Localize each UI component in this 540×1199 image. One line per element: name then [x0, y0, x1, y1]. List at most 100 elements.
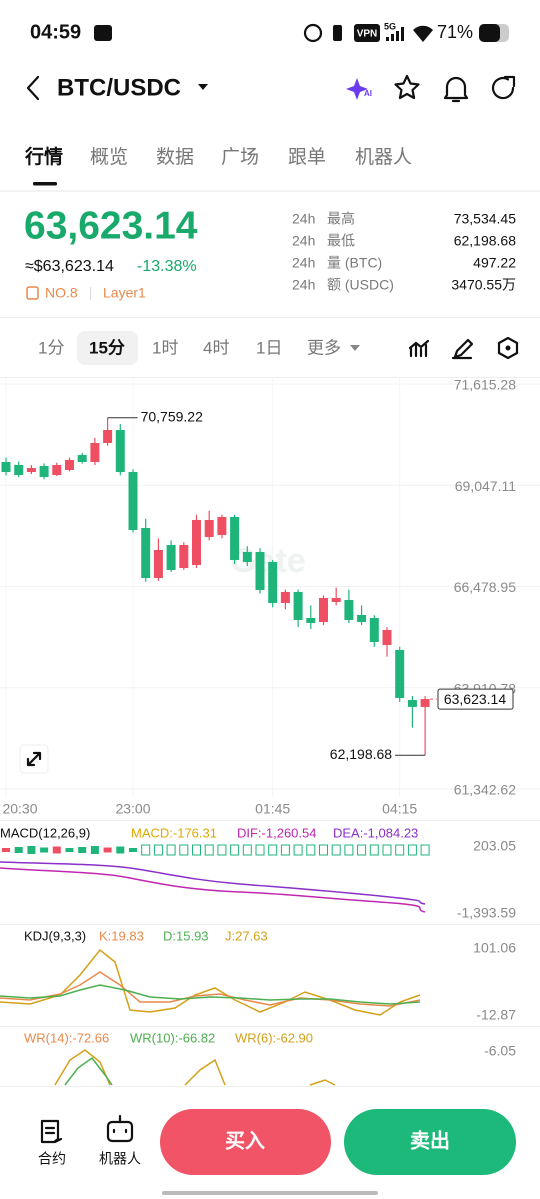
candle-body: [77, 455, 87, 462]
j-line: [0, 948, 421, 1016]
candle-body: [357, 614, 367, 622]
candle-body: [280, 591, 290, 603]
contract-icon[interactable]: [40, 1119, 63, 1144]
share-button[interactable]: [491, 75, 516, 100]
interval-option[interactable]: 4时: [203, 338, 229, 357]
macd-bar: [90, 846, 99, 854]
pair-caret[interactable]: [198, 84, 208, 90]
candle-body: [90, 442, 100, 462]
battery-level: [479, 24, 500, 42]
ai-sparkle[interactable]: [346, 78, 368, 100]
candle-body: [268, 561, 278, 603]
macd-bar: [357, 844, 367, 856]
stats-panel: 24h 最高 73,534.45 24h 最低 62,198.68 24h 量 (BTC) 49…: [292, 211, 516, 293]
sector-tag[interactable]: Layer1: [103, 285, 146, 301]
macd-bar: [166, 844, 176, 856]
candle-body: [39, 466, 49, 477]
network-text: 5G: [384, 21, 396, 31]
macd-bar: [395, 844, 405, 856]
divider: [0, 317, 540, 318]
candle-body: [204, 519, 214, 537]
candle-body: [115, 430, 125, 473]
macd-bar: [204, 844, 214, 856]
last-price-tag: [437, 688, 514, 710]
wr6-readout: WR(6):-62.90: [235, 1030, 313, 1045]
candle-body: [128, 472, 138, 531]
y-tick-label: 71,615.28: [454, 377, 516, 393]
fiat-price: ≈$63,623.14: [25, 258, 114, 275]
pair-title[interactable]: BTC/USDC: [57, 74, 181, 101]
x-tick-label: 20:30: [2, 801, 37, 817]
stat-period: 24h: [292, 211, 315, 227]
interval-option[interactable]: 1时: [152, 338, 178, 357]
macd-histogram: [2, 844, 430, 856]
interval-option[interactable]: 1日: [256, 338, 282, 357]
candle-body: [166, 544, 176, 570]
sell-label[interactable]: 卖出: [410, 1129, 450, 1152]
tab[interactable]: 机器人: [355, 146, 412, 168]
buy-button[interactable]: [160, 1109, 331, 1175]
macd-bar: [420, 844, 430, 856]
candle-body: [103, 430, 113, 443]
interval-bar: 1分 15分 1时 4时 1日 更多: [38, 338, 341, 357]
alert-button[interactable]: [443, 76, 469, 103]
macd-bar: [344, 844, 354, 856]
tab[interactable]: 概览: [90, 146, 128, 168]
j-readout: J:27.63: [225, 928, 268, 943]
chart-grid: 71,615.2869,047.1166,478.9563,910.7861,3…: [0, 377, 540, 817]
dif-readout: DIF:-1,260.54: [237, 825, 317, 840]
stat-period: 24h: [292, 233, 315, 249]
d-readout: D:15.93: [163, 928, 209, 943]
macd-bar: [153, 844, 163, 856]
buy-label[interactable]: 买入: [225, 1129, 265, 1152]
interval-option[interactable]: 1分: [38, 338, 64, 357]
macd-bar: [179, 844, 189, 856]
divider: [0, 924, 540, 925]
expand-icon: [26, 751, 42, 767]
robot-label[interactable]: 机器人: [99, 1151, 141, 1167]
interval-option[interactable]: 15分: [89, 338, 125, 357]
candle-body: [242, 551, 252, 562]
stat-value: 3470.55万: [451, 277, 516, 293]
chart-overlay: 70,759.22 62,198.68 63,623.14: [107, 408, 514, 762]
candle-body: [255, 551, 265, 590]
more-caret[interactable]: [350, 345, 360, 351]
tab-bar: 行情 概览 数据 广场 跟单 机器人: [24, 145, 412, 168]
sell-button[interactable]: [344, 1109, 516, 1175]
status-time: 04:59: [30, 21, 81, 43]
contract-label[interactable]: 合约: [38, 1151, 66, 1167]
settings-button[interactable]: [497, 336, 519, 360]
tab[interactable]: 跟单: [288, 146, 326, 168]
robot-face: [112, 1114, 128, 1134]
macd-bar: [280, 844, 290, 856]
rank-text[interactable]: NO.8: [45, 285, 78, 301]
candle-body: [407, 699, 417, 707]
tab[interactable]: 行情: [24, 145, 63, 168]
macd-bar: [217, 844, 227, 856]
favorite-button[interactable]: [394, 74, 420, 100]
candles: [1, 417, 430, 756]
back-button[interactable]: [26, 75, 40, 101]
macd-bar: [129, 848, 137, 852]
candle-body: [306, 617, 316, 623]
macd-bar: [52, 846, 61, 854]
home-indicator: [162, 1191, 378, 1195]
tab[interactable]: 数据: [156, 146, 194, 168]
indicator-button[interactable]: [408, 339, 430, 358]
stat-period: 24h: [292, 255, 315, 271]
vpn-text: VPN: [357, 29, 378, 40]
macd-name: MACD(12,26,9): [0, 825, 90, 840]
dea-readout: DEA:-1,084.23: [333, 825, 418, 840]
draw-button[interactable]: [451, 338, 474, 360]
last-price-label: 63,623.14: [444, 691, 506, 707]
stat-value: 497.22: [473, 255, 516, 271]
kdj-tick: -12.87: [476, 1007, 516, 1023]
macd-bar: [27, 846, 36, 854]
separator: [90, 287, 91, 300]
macd-bar: [369, 844, 379, 856]
macd-bar: [268, 844, 278, 856]
interval-option[interactable]: 更多: [307, 338, 341, 357]
macd-bar: [65, 848, 74, 852]
tab[interactable]: 广场: [221, 146, 259, 168]
